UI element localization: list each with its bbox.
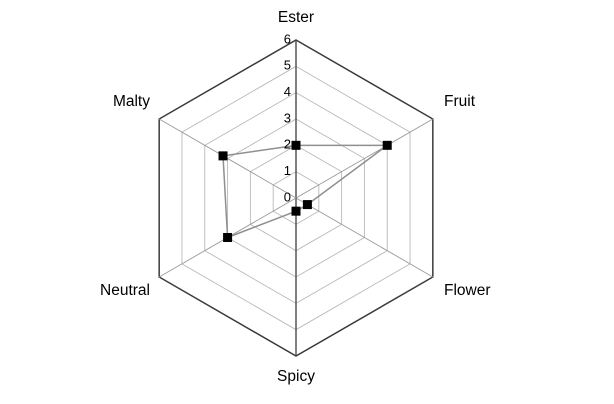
data-markers-group (218, 140, 392, 242)
axis-spoke-flower (295, 197, 434, 278)
radial-tick-labels: 6 5 4 3 2 1 0 (284, 31, 291, 204)
data-marker-ester (291, 140, 301, 150)
axis-spoke-fruit (295, 118, 434, 199)
axis-label-flower: Flower (444, 282, 491, 299)
axis-label-malty: Malty (113, 93, 150, 110)
axis-spokes-group (158, 40, 434, 356)
tick-label-1: 1 (284, 163, 291, 178)
data-marker-fruit (382, 140, 392, 150)
tick-label-4: 4 (284, 84, 291, 99)
tick-label-3: 3 (284, 110, 291, 125)
axis-category-labels: Ester Fruit Flower Spicy Neutral Malty (100, 9, 490, 385)
data-marker-neutral (223, 233, 233, 242)
axis-label-spicy: Spicy (277, 368, 315, 385)
data-marker-spicy (291, 206, 301, 216)
tick-label-6: 6 (284, 31, 291, 46)
tick-label-0: 0 (284, 189, 291, 204)
data-marker-flower (302, 200, 312, 210)
data-marker-malty (218, 151, 228, 161)
axis-label-fruit: Fruit (444, 93, 476, 110)
axis-label-ester: Ester (278, 9, 314, 26)
tick-label-5: 5 (284, 58, 291, 73)
axis-label-neutral: Neutral (100, 282, 150, 299)
axis-spoke-malty (158, 118, 297, 199)
tick-label-2: 2 (284, 137, 291, 152)
